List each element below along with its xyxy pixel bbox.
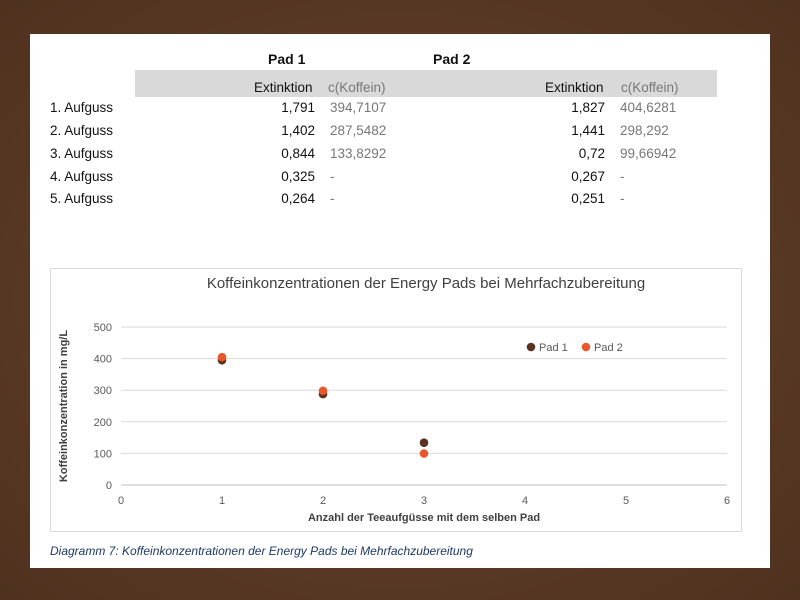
pad1-extinktion-cell: 1,402 [281, 123, 315, 138]
x-tick-label: 2 [320, 495, 326, 507]
data-point-pad-2 [419, 449, 429, 458]
row-label: 5. Aufguss [50, 191, 114, 206]
pad2-koffein-cell: - [620, 191, 625, 206]
pad1-extinktion-cell: 0,264 [281, 191, 315, 206]
legend-label: Pad 1 [539, 342, 568, 354]
pad2-koffein-cell: - [620, 169, 625, 184]
pad2-extinktion-cell: 0,72 [578, 146, 605, 161]
pad1-extinktion-cell: 0,325 [281, 169, 315, 184]
x-tick-label: 3 [421, 495, 427, 507]
legend-marker-pad-2 [581, 342, 591, 352]
document-sheet: Pad 1 Pad 2 Extinktion c(Koffein) Extink… [30, 34, 770, 568]
y-tick-label: 100 [94, 448, 112, 460]
y-tick-label: 0 [106, 480, 112, 492]
pad2-extinktion-cell: 1,441 [571, 123, 605, 138]
y-tick-label: 500 [94, 322, 112, 334]
data-point-pad-2 [217, 352, 227, 362]
data-point-pad-1 [419, 438, 429, 448]
x-tick-label: 6 [724, 495, 730, 507]
pad2-koffein-cell: 99,66942 [620, 146, 677, 161]
y-tick-label: 300 [94, 385, 112, 397]
y-tick-label: 400 [94, 354, 112, 366]
pad2-extinktion-cell: 1,827 [571, 100, 605, 115]
x-tick-label: 5 [623, 495, 629, 507]
chart-container: Koffeinkonzentrationen der Energy Pads b… [50, 268, 742, 532]
row-label: 1. Aufguss [50, 100, 114, 115]
data-point-pad-2 [318, 386, 328, 396]
pad1-header: Pad 1 [268, 51, 306, 67]
pad1-koffein-cell: 133,8292 [330, 146, 387, 161]
x-tick-label: 4 [522, 495, 528, 507]
y-tick-label: 200 [94, 417, 112, 429]
legend-marker-pad-1 [526, 342, 536, 352]
x-tick-label: 1 [219, 495, 225, 507]
pad1-koffein-cell: 394,7107 [330, 100, 387, 115]
y-axis-label: Koffeinkonzentration in mg/L [58, 330, 70, 482]
pad2-header: Pad 2 [433, 51, 471, 67]
pad2-extinktion-cell: 0,267 [571, 169, 605, 184]
row-label: 4. Aufguss [50, 169, 114, 184]
x-axis-label: Anzahl der Teeaufgüsse mit dem selben Pa… [308, 512, 540, 524]
row-label: 3. Aufguss [50, 146, 114, 161]
col-header-koffein-pad1: c(Koffein) [328, 80, 386, 95]
figure-caption: Diagramm 7: Koffeinkonzentrationen der E… [50, 544, 473, 558]
pad1-koffein-cell: 287,5482 [330, 123, 387, 138]
pad1-koffein-cell: - [330, 169, 335, 184]
x-tick-label: 0 [118, 495, 124, 507]
pad2-extinktion-cell: 0,251 [571, 191, 605, 206]
legend-label: Pad 2 [594, 342, 623, 354]
scatter-chart: Koffeinkonzentrationen der Energy Pads b… [58, 275, 730, 524]
col-header-extinktion-pad1: Extinktion [254, 80, 313, 95]
chart-title: Koffeinkonzentrationen der Energy Pads b… [207, 275, 645, 292]
pad1-koffein-cell: - [330, 191, 335, 206]
col-header-koffein-pad2: c(Koffein) [621, 80, 679, 95]
pad2-koffein-cell: 404,6281 [620, 100, 677, 115]
col-header-extinktion-pad2: Extinktion [545, 80, 604, 95]
pad1-extinktion-cell: 0,844 [281, 146, 315, 161]
pad2-koffein-cell: 298,292 [620, 123, 669, 138]
row-label: 2. Aufguss [50, 123, 114, 138]
pad1-extinktion-cell: 1,791 [281, 100, 315, 115]
table-header-band [135, 70, 717, 97]
data-table: Pad 1 Pad 2 Extinktion c(Koffein) Extink… [30, 34, 770, 254]
